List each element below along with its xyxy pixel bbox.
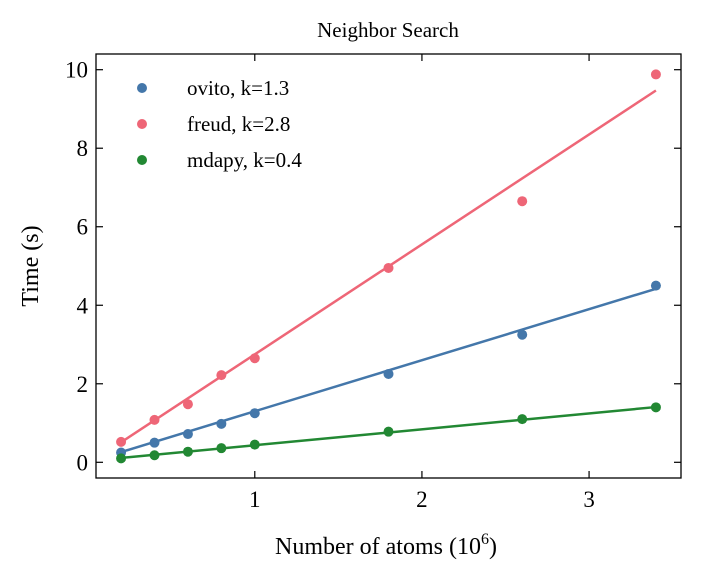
- data-point-series-2: [116, 453, 127, 464]
- data-point-series-1: [182, 399, 193, 410]
- legend-label: freud, k=2.8: [187, 112, 290, 136]
- data-point-series-1: [149, 414, 160, 425]
- series-2: [116, 402, 661, 464]
- y-tick-label: 8: [77, 136, 89, 161]
- data-point-series-0: [149, 437, 160, 448]
- data-point-series-1: [517, 196, 528, 207]
- legend: ovito, k=1.3 freud, k=2.8 mdapy, k=0.4: [137, 76, 302, 172]
- data-point-series-1: [383, 262, 394, 273]
- y-axis-label: Time (s): [18, 225, 44, 306]
- x-axis-label-exponent: 6: [481, 531, 489, 548]
- y-tick-label: 2: [77, 372, 89, 397]
- x-axis-label-close: ): [489, 534, 497, 560]
- series-0: [116, 280, 661, 458]
- data-point-series-1: [216, 370, 227, 381]
- x-tick-label: 2: [416, 487, 428, 512]
- y-tick-label: 0: [77, 450, 89, 475]
- data-point-series-2: [650, 402, 661, 413]
- data-point-series-2: [383, 426, 394, 437]
- data-point-series-2: [216, 443, 227, 454]
- data-point-series-0: [517, 329, 528, 340]
- x-tick-label: 3: [583, 487, 595, 512]
- data-point-series-1: [116, 436, 127, 447]
- data-point-series-2: [182, 446, 193, 457]
- data-point-series-2: [517, 414, 528, 425]
- x-axis-label: Number of atoms (106): [275, 531, 497, 560]
- plot-area: [116, 69, 661, 464]
- data-point-series-1: [650, 69, 661, 80]
- legend-marker: [137, 119, 147, 129]
- plot-frame: [95, 53, 682, 479]
- legend-label: ovito, k=1.3: [187, 76, 289, 100]
- data-point-series-0: [249, 408, 260, 419]
- legend-item-2: mdapy, k=0.4: [137, 148, 302, 172]
- data-point-series-0: [383, 368, 394, 379]
- data-point-series-1: [249, 353, 260, 364]
- data-point-series-0: [182, 429, 193, 440]
- chart-title: Neighbor Search: [317, 18, 459, 42]
- x-tick-label: 1: [249, 487, 261, 512]
- legend-item-1: freud, k=2.8: [137, 112, 290, 136]
- x-axis: 1 2 3: [249, 54, 595, 512]
- data-point-series-2: [249, 439, 260, 450]
- legend-marker: [137, 83, 147, 93]
- legend-item-0: ovito, k=1.3: [137, 76, 289, 100]
- y-axis: 0 2 4 6 8 10: [65, 58, 681, 475]
- y-tick-label: 6: [77, 215, 89, 240]
- data-point-series-2: [149, 450, 160, 461]
- y-tick-label: 10: [65, 58, 88, 83]
- legend-marker: [137, 155, 147, 165]
- x-axis-label-main: Number of atoms (10: [275, 534, 481, 560]
- series-1: [116, 69, 661, 447]
- data-point-series-0: [650, 280, 661, 291]
- data-point-series-0: [216, 418, 227, 429]
- y-tick-label: 4: [77, 293, 89, 318]
- legend-label: mdapy, k=0.4: [187, 148, 302, 172]
